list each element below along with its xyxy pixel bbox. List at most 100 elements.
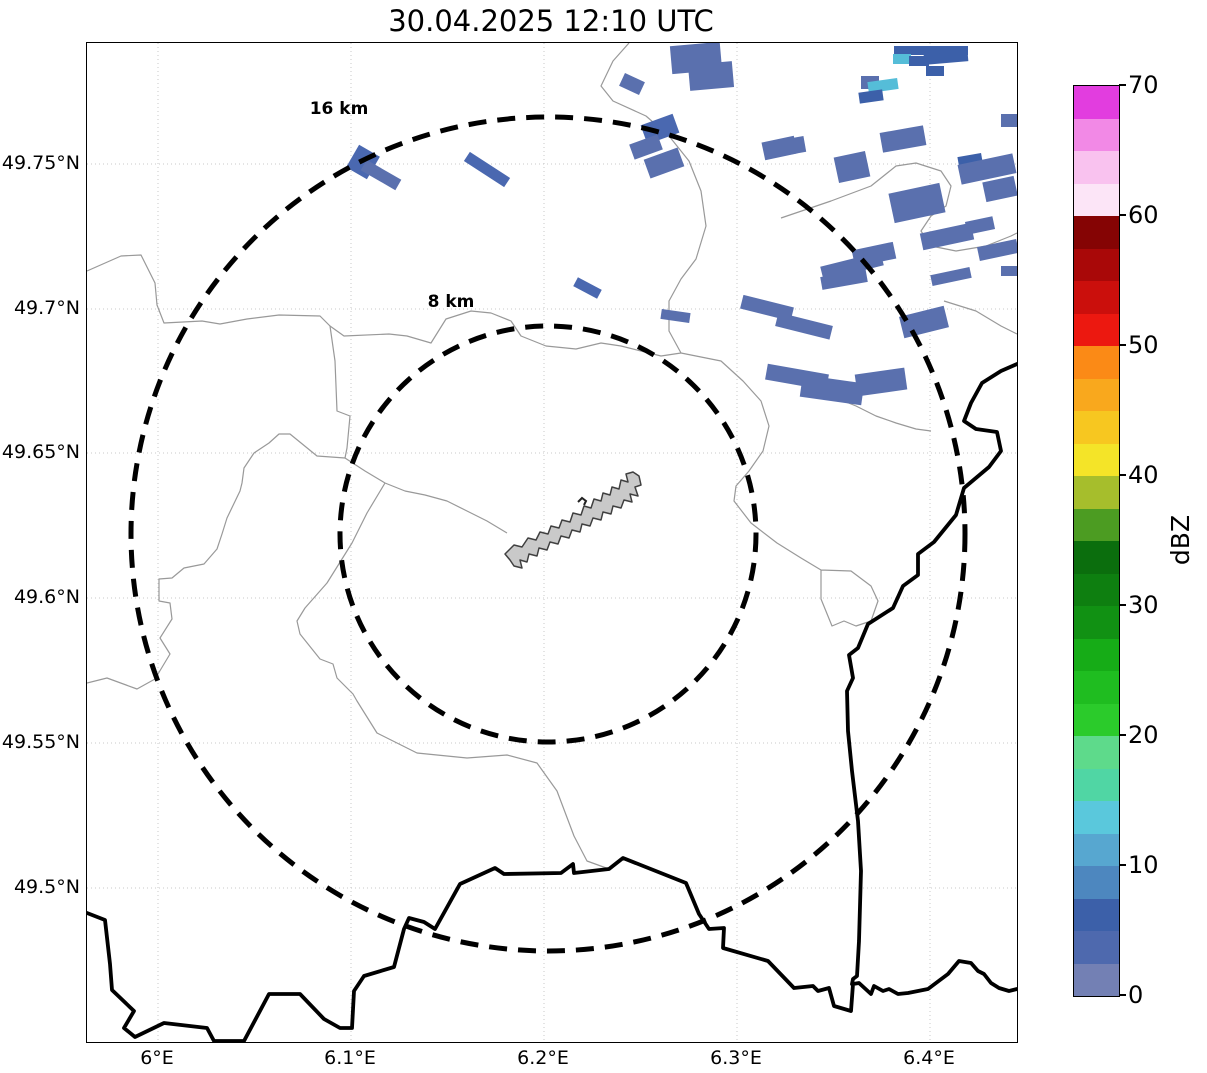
radar-echo-cell — [893, 54, 911, 64]
colorbar-segment — [1074, 931, 1119, 964]
colorbar-tick-mark — [1119, 344, 1126, 346]
longitude-tick-label: 6.4°E — [903, 1047, 955, 1069]
radar-echo-cell — [919, 222, 975, 251]
admin-boundary-line — [87, 433, 346, 690]
colorbar-tick-mark — [1119, 84, 1126, 86]
colorbar-segment — [1074, 638, 1119, 671]
admin-boundary-line — [329, 325, 351, 459]
colorbar-segment — [1074, 248, 1119, 281]
colorbar-segment — [1074, 151, 1119, 184]
colorbar-segment — [1074, 411, 1119, 444]
colorbar-tick-mark — [1119, 604, 1126, 606]
radar-echo-cell — [982, 175, 1017, 203]
radar-echo-cell — [867, 77, 899, 94]
colorbar-segment — [1074, 346, 1119, 379]
admin-boundary-line — [87, 254, 682, 357]
urban-area-polygon — [504, 471, 642, 569]
range-ring-16km — [128, 114, 968, 954]
map-panel: 16 km 8 km — [86, 42, 1018, 1043]
latitude-tick-label: 49.6°N — [13, 586, 80, 608]
longitude-tick-label: 6.1°E — [324, 1047, 376, 1069]
radar-echo-cell — [888, 182, 946, 224]
colorbar — [1073, 85, 1120, 997]
radar-echo-cell — [930, 266, 972, 287]
colorbar-tick-mark — [1119, 864, 1126, 866]
colorbar-tick-label: 20 — [1128, 721, 1159, 749]
admin-boundary-line — [296, 482, 610, 870]
radar-echo-cell — [775, 312, 833, 340]
radar-echo-cell — [858, 89, 884, 104]
radar-echo-cell — [909, 56, 929, 66]
colorbar-segment — [1074, 281, 1119, 314]
colorbar-tick-label: 10 — [1128, 851, 1159, 879]
radar-echo-cell — [820, 251, 884, 281]
radar-echo-cell — [629, 134, 663, 160]
colorbar-segment — [1074, 898, 1119, 931]
colorbar-segment — [1074, 703, 1119, 736]
radar-echo-cell — [573, 277, 602, 299]
colorbar-segment — [1074, 86, 1119, 119]
admin-boundary-line — [943, 300, 1017, 335]
radar-echo-cell — [660, 309, 691, 323]
radar-echo-cell — [643, 147, 685, 179]
colorbar-segment — [1074, 508, 1119, 541]
national-border-line — [845, 362, 1017, 986]
admin-boundary-line — [680, 352, 879, 627]
colorbar-tick-label: 0 — [1128, 981, 1144, 1009]
radar-map: 16 km 8 km — [87, 43, 1017, 1042]
admin-boundary-line — [600, 43, 707, 354]
radar-echo-cell — [879, 125, 927, 153]
longitude-tick-label: 6.3°E — [710, 1047, 762, 1069]
colorbar-segment — [1074, 541, 1119, 574]
colorbar-segment — [1074, 476, 1119, 509]
colorbar-tick-mark — [1119, 474, 1126, 476]
colorbar-segment — [1074, 443, 1119, 476]
colorbar-tick-label: 30 — [1128, 591, 1159, 619]
longitude-tick-label: 6°E — [140, 1047, 174, 1069]
radar-echo-cell — [899, 305, 949, 339]
colorbar-tick-label: 50 — [1128, 331, 1159, 359]
colorbar-segment — [1074, 378, 1119, 411]
national-border-line — [87, 856, 1017, 1042]
radar-echo-cell — [619, 73, 645, 95]
colorbar-segment — [1074, 671, 1119, 704]
colorbar-tick-mark — [1119, 994, 1126, 996]
colorbar-segment — [1074, 606, 1119, 639]
colorbar-tick-label: 70 — [1128, 71, 1159, 99]
colorbar-tick-label: 60 — [1128, 201, 1159, 229]
colorbar-segment — [1074, 313, 1119, 346]
radar-echo-cell — [463, 151, 511, 188]
range-ring-label-8km: 8 km — [428, 292, 475, 312]
radar-echo-cell — [833, 150, 871, 184]
colorbar-segment — [1074, 768, 1119, 801]
radar-echo-cell — [640, 113, 680, 145]
latitude-tick-label: 49.75°N — [1, 152, 80, 174]
colorbar-segment — [1074, 833, 1119, 866]
page-title: 30.04.2025 12:10 UTC — [388, 4, 714, 38]
latitude-tick-label: 49.55°N — [1, 731, 80, 753]
radar-echo-cell — [1001, 266, 1017, 276]
colorbar-segment — [1074, 801, 1119, 834]
colorbar-segment — [1074, 573, 1119, 606]
radar-site-marker — [577, 496, 588, 506]
colorbar-segment — [1074, 118, 1119, 151]
colorbar-segment — [1074, 963, 1119, 996]
radar-echo-cell — [761, 135, 798, 161]
radar-echo-cell — [976, 238, 1017, 262]
colorbar-segment — [1074, 216, 1119, 249]
colorbar-segment — [1074, 736, 1119, 769]
admin-boundary-line — [780, 162, 1017, 252]
radar-echo-cell — [926, 66, 944, 76]
latitude-tick-label: 49.7°N — [13, 297, 80, 319]
colorbar-segment — [1074, 866, 1119, 899]
colorbar-title: dBZ — [1166, 514, 1195, 566]
radar-echo-cell — [820, 269, 868, 290]
colorbar-segment — [1074, 183, 1119, 216]
range-ring-8km — [337, 323, 759, 745]
radar-echo-cell — [799, 374, 865, 406]
radar-echo-cell — [957, 153, 1017, 185]
radar-echo-cell — [854, 367, 908, 397]
longitude-tick-label: 6.2°E — [517, 1047, 569, 1069]
radar-echo-cell — [1001, 114, 1017, 127]
